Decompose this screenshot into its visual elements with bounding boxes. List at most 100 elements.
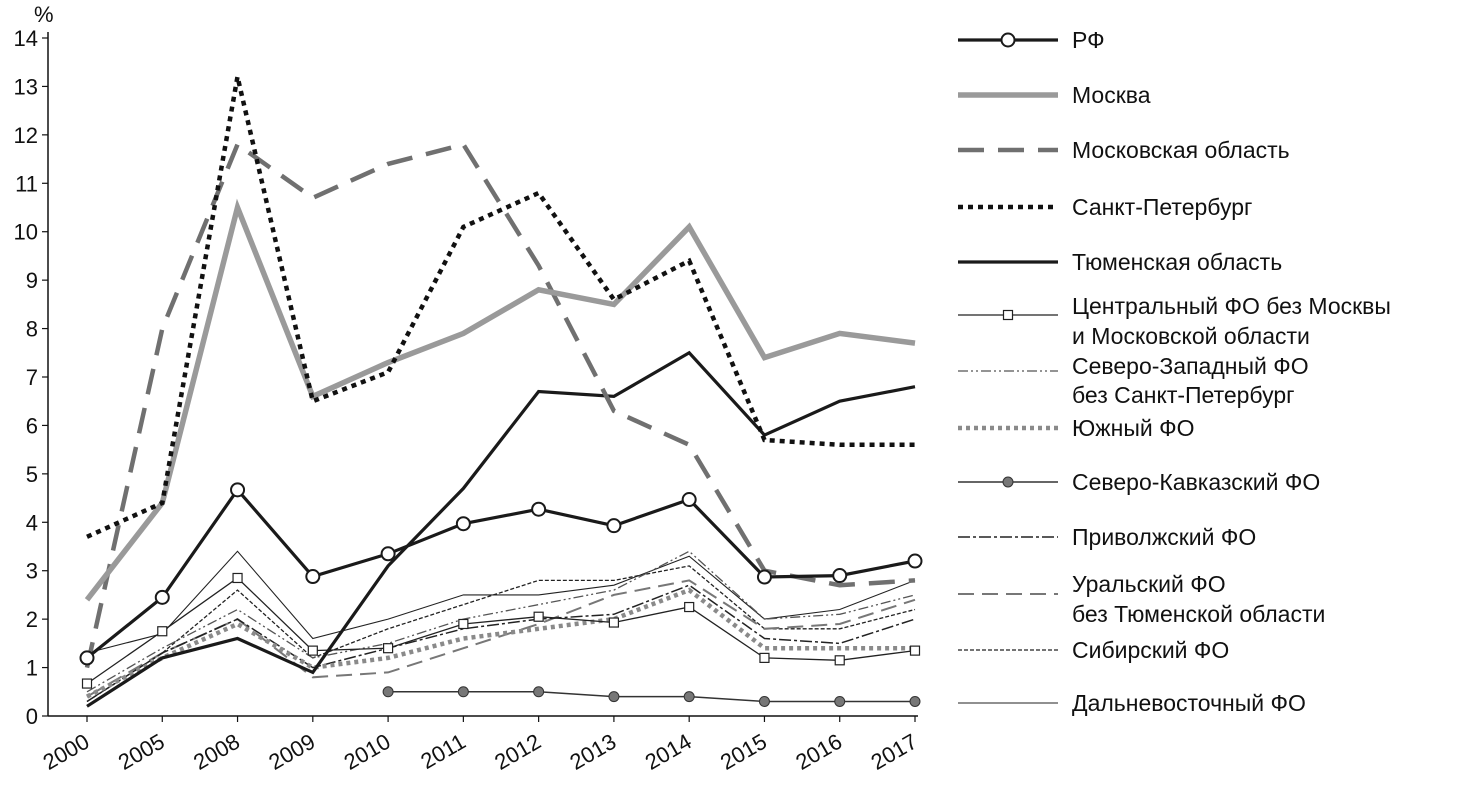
- legend-label: и Московской области: [1072, 323, 1310, 349]
- x-tick-label: 2014: [641, 729, 696, 775]
- legend-label: Сибирский ФО: [1072, 637, 1229, 663]
- data-point-rf: [79, 650, 95, 666]
- data-point-skfo: [758, 695, 770, 707]
- x-tick-label: 2008: [189, 729, 244, 775]
- series-tyumen: [86, 350, 916, 708]
- data-point-cfo: [909, 645, 921, 656]
- series-line-tyumen: [86, 350, 916, 708]
- data-point-rf: [380, 546, 396, 562]
- legend-item-pfo: Приволжский ФО: [958, 524, 1256, 550]
- series-cfo: [81, 572, 921, 689]
- series-line-mosobl: [84, 141, 916, 669]
- data-point-cfo: [81, 678, 93, 689]
- legend-item-dvfo: Дальневосточный ФО: [958, 690, 1306, 716]
- x-tick-label: 2010: [340, 729, 395, 775]
- data-point-skfo: [683, 691, 695, 703]
- x-tick-label: 2011: [416, 729, 469, 774]
- legend-item-szfo: Северо-Западный ФО без Санкт-Петербург: [958, 353, 1309, 408]
- legend-label: без Тюменской области: [1072, 601, 1325, 627]
- data-point-cfo: [834, 655, 845, 666]
- legend-label: Тюменская область: [1072, 249, 1282, 275]
- series-line-ufo: [86, 579, 916, 698]
- legend-label: Северо-Кавказский ФО: [1072, 469, 1320, 495]
- legend-label: Москва: [1072, 82, 1151, 108]
- data-point-rf: [230, 482, 246, 498]
- y-tick-label: 10: [14, 220, 38, 245]
- series-dvfo: [86, 550, 916, 654]
- y-tick-label: 8: [26, 317, 38, 342]
- series-line-pfo: [86, 584, 916, 703]
- series-pfo: [86, 584, 916, 703]
- series-line-dvfo: [86, 550, 916, 654]
- y-tick-label: 9: [26, 268, 38, 293]
- data-point-cfo: [382, 643, 394, 654]
- y-tick-label: 1: [26, 656, 38, 681]
- data-point-rf: [154, 589, 170, 605]
- legend-item-tyumen: Тюменская область: [958, 249, 1282, 275]
- series-spb: [86, 76, 915, 539]
- y-tick-label: 4: [26, 510, 38, 535]
- legend-label: Приволжский ФО: [1072, 524, 1256, 550]
- data-point-rf: [907, 553, 923, 569]
- data-point-cfo: [157, 626, 168, 637]
- data-point-skfo: [909, 695, 921, 707]
- legend-item-ufo: Уральский ФО без Тюменской области: [958, 571, 1325, 627]
- legend-item-rf: РФ: [958, 27, 1105, 53]
- series-szfo: [86, 550, 916, 693]
- y-axis-unit-label: %: [34, 2, 54, 27]
- series-yufo: [85, 587, 915, 699]
- x-tick-label: 2017: [867, 729, 922, 775]
- legend-label: Центральный ФО без Москвы: [1072, 293, 1391, 319]
- data-point-cfo: [608, 617, 620, 628]
- series-line-szfo: [86, 550, 916, 693]
- x-tick-label: 2016: [791, 729, 846, 775]
- data-point-rf: [681, 492, 697, 508]
- x-tick-label: 2000: [39, 729, 94, 775]
- y-tick-label: 13: [14, 74, 38, 99]
- y-tick-label: 2: [26, 607, 38, 632]
- data-point-rf: [305, 569, 321, 585]
- series-line-yufo: [85, 587, 915, 699]
- legend-item-yufo: Южный ФО: [958, 415, 1194, 441]
- legend-item-skfo: Северо-Кавказский ФО: [958, 469, 1320, 495]
- data-point-cfo: [533, 611, 544, 622]
- series-skfo: [382, 686, 921, 707]
- data-point-cfo: [458, 618, 469, 630]
- series-line-sfo: [86, 565, 916, 703]
- series-layer: [79, 76, 923, 708]
- series-line-rf: [85, 487, 916, 660]
- series-ufo: [86, 579, 916, 698]
- data-point-rf: [756, 569, 772, 585]
- data-point-cfo: [232, 572, 243, 584]
- series-sfo: [86, 565, 916, 703]
- legend-label: Санкт-Петербург: [1072, 194, 1252, 220]
- legend-item-spb: Санкт-Петербург: [958, 194, 1252, 220]
- legend-item-mosobl: Московская область: [958, 137, 1290, 163]
- legend-label: Уральский ФО: [1072, 571, 1226, 597]
- y-tick-label: 3: [26, 559, 38, 584]
- data-point-cfo: [684, 601, 695, 613]
- x-tick-label: 2013: [566, 729, 621, 775]
- data-point-cfo: [759, 652, 770, 663]
- x-tick-label: 2015: [716, 729, 771, 775]
- legend-label: без Санкт-Петербург: [1072, 382, 1295, 408]
- legend-label: Московская область: [1072, 137, 1290, 163]
- series-moscow: [84, 198, 916, 602]
- legend-item-sfo: Сибирский ФО: [958, 637, 1229, 663]
- legend-label: РФ: [1072, 27, 1105, 53]
- y-tick-label: 0: [26, 704, 38, 729]
- data-point-rf: [1000, 32, 1016, 48]
- series-rf: [79, 482, 923, 666]
- data-point-rf: [531, 501, 547, 517]
- legend-item-moscow: Москва: [958, 82, 1151, 108]
- y-tick-label: 7: [26, 365, 38, 390]
- legend-label: Южный ФО: [1072, 415, 1194, 441]
- data-point-skfo: [1002, 476, 1014, 488]
- data-point-skfo: [834, 695, 846, 707]
- data-point-cfo: [1002, 309, 1014, 321]
- legend-item-cfo: Центральный ФО без Москвы и Московской об…: [958, 293, 1391, 349]
- x-tick-label: 2009: [264, 729, 319, 775]
- x-tick-label: 2012: [490, 729, 545, 775]
- data-point-skfo: [457, 686, 469, 698]
